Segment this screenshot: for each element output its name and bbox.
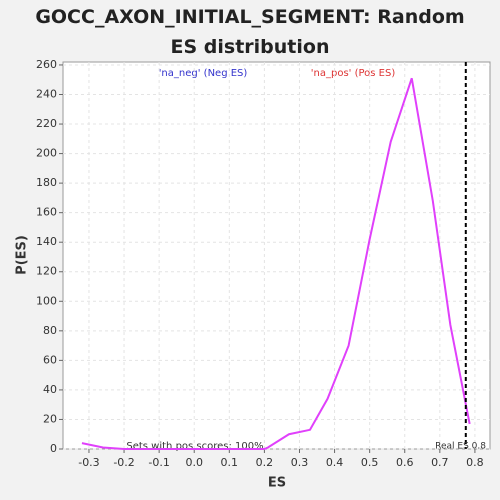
y-tick-label: 80 — [43, 324, 57, 337]
pos-label: 'na_pos' (Pos ES) — [311, 68, 396, 79]
x-tick-label: 0.1 — [221, 456, 239, 469]
neg-label: 'na_neg' (Neg ES) — [159, 68, 248, 79]
footnote: Sets with pos scores: 100% — [126, 441, 263, 452]
x-tick-label: 0.3 — [291, 456, 309, 469]
x-tick-label: 0.4 — [326, 456, 344, 469]
x-axis-label: ES — [268, 476, 286, 491]
x-tick-label: -0.2 — [113, 456, 134, 469]
x-tick-label: 0.0 — [185, 456, 203, 469]
x-tick-label: 0.6 — [396, 456, 414, 469]
plot-area — [62, 61, 491, 450]
y-axis-label: P(ES) — [15, 235, 30, 275]
y-tick-label: 140 — [36, 235, 57, 248]
y-tick-label: 60 — [43, 353, 57, 366]
x-tick-label: -0.1 — [148, 456, 169, 469]
x-tick-label: 0.7 — [431, 456, 449, 469]
y-tick-label: 240 — [36, 87, 57, 100]
y-tick-label: 20 — [43, 412, 57, 425]
y-tick-label: 40 — [43, 383, 57, 396]
x-tick-label: 0.8 — [466, 456, 484, 469]
y-tick-label: 0 — [50, 442, 57, 455]
y-tick-label: 180 — [36, 176, 57, 189]
x-tick-label: 0.2 — [256, 456, 274, 469]
y-tick-label: 120 — [36, 265, 57, 278]
y-tick-label: 200 — [36, 147, 57, 160]
x-tick-label: 0.5 — [361, 456, 379, 469]
y-tick-label: 220 — [36, 117, 57, 130]
x-tick-label: -0.3 — [78, 456, 99, 469]
chart-title: GOCC_AXON_INITIAL_SEGMENT: Random ES dis… — [35, 6, 465, 58]
y-tick-label: 100 — [36, 294, 57, 307]
real-es-label: Real ES 0.8 — [435, 442, 486, 452]
y-tick-label: 160 — [36, 206, 57, 219]
es-line — [81, 77, 471, 450]
y-tick-label: 260 — [36, 58, 57, 71]
